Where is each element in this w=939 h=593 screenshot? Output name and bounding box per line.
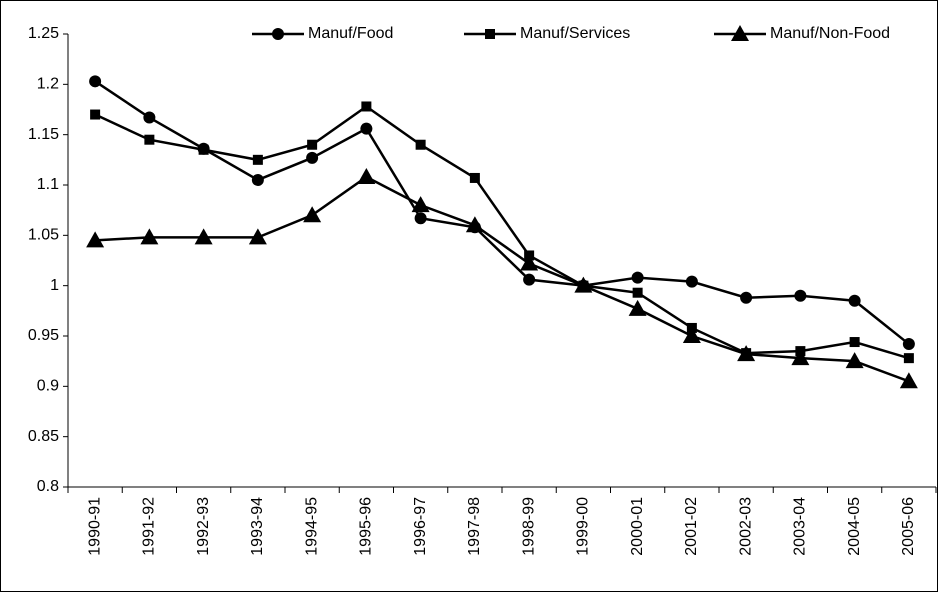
marker [631, 271, 644, 284]
marker [465, 216, 484, 233]
marker [740, 291, 753, 304]
marker [682, 327, 701, 343]
y-tick-label: 0.95 [28, 327, 59, 344]
marker [520, 254, 539, 271]
series-line [94, 80, 910, 346]
marker [307, 139, 318, 150]
marker [902, 338, 915, 351]
marker [685, 275, 698, 288]
x-tick-label: 1993-94 [249, 497, 266, 556]
legend-label: Manuf/Food [308, 25, 393, 42]
marker [794, 289, 807, 302]
legend-item: Manuf/Food [252, 25, 393, 42]
y-tick-label: 1.1 [37, 176, 59, 193]
marker [632, 287, 643, 298]
x-tick-label: 1992-93 [195, 497, 212, 556]
x-tick-label: 1994-95 [303, 497, 320, 556]
marker [361, 101, 372, 112]
y-tick-label: 1.15 [28, 126, 59, 143]
legend-label: Manuf/Non-Food [770, 25, 890, 42]
y-tick-label: 1.2 [37, 76, 59, 93]
marker [360, 122, 373, 135]
marker [272, 28, 284, 40]
marker [848, 294, 861, 307]
x-tick-label: 1990-91 [86, 497, 103, 556]
series-line [95, 175, 910, 383]
marker [415, 139, 426, 150]
x-tick-label: 2004-05 [846, 497, 863, 556]
series-line [94, 104, 910, 360]
marker [140, 228, 159, 245]
x-tick-label: 1997-98 [466, 497, 483, 556]
x-tick-label: 2005-06 [900, 497, 917, 556]
y-tick-label: 1 [50, 277, 59, 294]
y-tick-label: 0.8 [37, 478, 59, 495]
marker [737, 345, 756, 362]
legend-label: Manuf/Services [520, 25, 630, 42]
marker [849, 337, 860, 348]
legend-item: Manuf/Non-Food [714, 25, 890, 42]
marker [411, 196, 430, 213]
marker [198, 144, 209, 155]
y-tick-label: 1.25 [28, 25, 59, 42]
x-tick-label: 2003-04 [792, 497, 809, 556]
marker [251, 173, 264, 186]
x-tick-label: 1995-96 [358, 497, 375, 556]
x-tick-label: 2000-01 [629, 497, 646, 556]
marker [791, 349, 810, 366]
marker [89, 75, 102, 88]
x-tick-label: 1998-99 [520, 497, 537, 556]
marker [303, 206, 322, 223]
marker [90, 109, 101, 120]
marker [306, 151, 319, 164]
marker [252, 154, 263, 165]
x-tick-label: 1996-97 [412, 497, 429, 556]
marker [731, 25, 749, 41]
marker [86, 231, 105, 248]
marker [903, 353, 914, 364]
marker [899, 372, 918, 389]
marker [574, 276, 593, 293]
x-tick-label: 2001-02 [683, 497, 700, 556]
x-tick-label: 2002-03 [737, 497, 754, 556]
marker [143, 111, 156, 124]
marker [469, 172, 480, 183]
x-tick-label: 1991-92 [141, 497, 158, 556]
marker [628, 299, 647, 316]
x-tick-label: 1999-00 [575, 497, 592, 556]
marker [194, 228, 213, 245]
marker [485, 29, 495, 39]
y-tick-label: 0.9 [37, 378, 59, 395]
y-tick-label: 0.85 [28, 428, 59, 445]
marker [523, 273, 536, 286]
y-tick-label: 1.05 [28, 227, 59, 244]
legend-item: Manuf/Services [464, 25, 630, 42]
series [86, 167, 918, 389]
marker [357, 167, 376, 184]
marker [414, 212, 427, 225]
marker [248, 228, 267, 245]
marker [144, 134, 155, 145]
marker [845, 352, 864, 369]
